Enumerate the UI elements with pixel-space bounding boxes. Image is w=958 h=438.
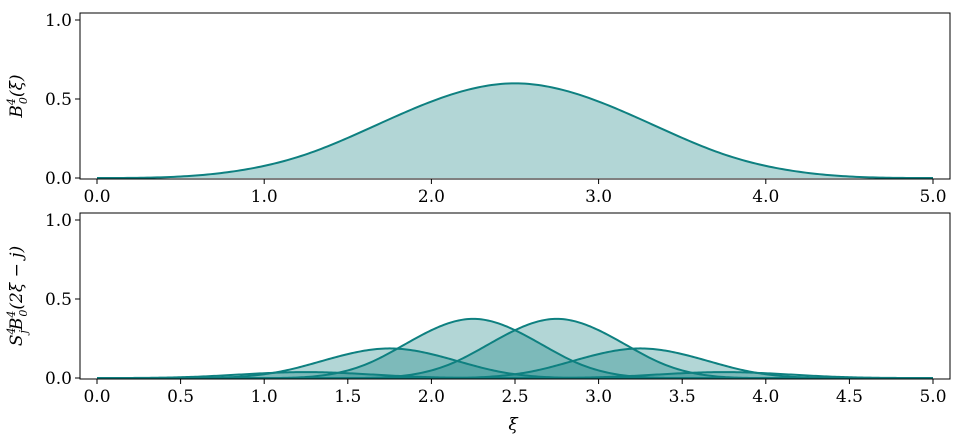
top-y-tick-label: 0.5 (45, 90, 72, 110)
bottom-y-tick-label: 0.0 (45, 369, 72, 389)
bottom-plot-area (97, 317, 933, 379)
top-x-tick-label: 1.0 (251, 187, 278, 207)
bottom-x-tick-label: 0.0 (83, 387, 110, 407)
bottom-x-tick-label: 3.0 (585, 387, 612, 407)
bottom-y-tick-label: 1.0 (45, 211, 72, 231)
bottom-curve-5 (97, 371, 933, 379)
bottom-x-tick-label: 1.0 (251, 387, 278, 407)
bottom-area-5 (97, 372, 933, 378)
top-plot-area (97, 82, 933, 179)
bottom-x-tick-label: 5.0 (919, 387, 946, 407)
top-y-axis: 0.0 0.5 1.0 (45, 11, 80, 189)
top-x-tick-label: 3.0 (585, 187, 612, 207)
top-y-axis-label: B40(ξ) (5, 74, 30, 118)
bottom-x-axis: 0.0 0.5 1.0 1.5 2.0 2.5 3.0 3.5 4.0 4.5 5.0 (83, 379, 947, 407)
top-y-tick-label: 0.0 (45, 169, 72, 189)
bottom-area-3 (97, 318, 933, 378)
top-x-tick-label: 5.0 (919, 187, 946, 207)
bottom-area-1 (97, 348, 933, 378)
bottom-panel: 0.0 0.5 1.0 1.5 2.0 2.5 3.0 3.5 4.0 4.5 5.0 0.0 0.5… (5, 211, 951, 435)
top-panel-frame (79, 12, 951, 180)
bottom-y-axis-label: S4jB40(2ξ − j) (5, 246, 30, 346)
bottom-x-tick-label: 4.5 (836, 387, 863, 407)
top-x-axis: 0.0 1.0 2.0 3.0 4.0 5.0 (83, 179, 947, 207)
bottom-y-tick-label: 0.5 (45, 290, 72, 310)
top-x-tick-label: 2.0 (418, 187, 445, 207)
bottom-x-tick-label: 2.0 (418, 387, 445, 407)
top-x-tick-label: 4.0 (752, 187, 779, 207)
top-area-0 (97, 83, 933, 178)
bottom-x-tick-label: 0.5 (167, 387, 194, 407)
bottom-x-tick-label: 2.5 (501, 387, 528, 407)
bottom-x-tick-label: 3.5 (669, 387, 696, 407)
top-x-tick-label: 0.0 (83, 187, 110, 207)
top-y-tick-label: 1.0 (45, 11, 72, 31)
bottom-x-tick-label: 4.0 (752, 387, 779, 407)
bottom-x-axis-label: ξ (508, 415, 519, 435)
bottom-y-axis: 0.0 0.5 1.0 (45, 211, 80, 389)
bottom-area-4 (97, 348, 933, 378)
top-curve-0 (97, 82, 933, 179)
bottom-x-tick-label: 1.5 (334, 387, 361, 407)
bottom-area-2 (97, 318, 933, 378)
top-panel: 0.0 1.0 2.0 3.0 4.0 5.0 0.0 0.5 1.0 B40(ξ) (5, 11, 951, 207)
